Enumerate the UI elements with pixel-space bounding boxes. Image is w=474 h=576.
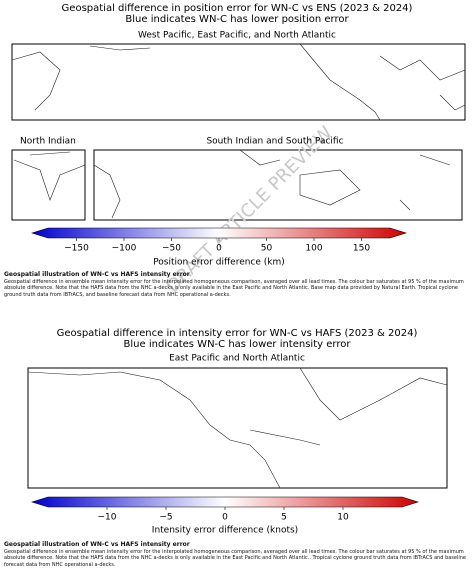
tick-label: 0 <box>222 513 228 523</box>
coastline <box>13 151 86 201</box>
figure-title: Blue indicates WN-C has lower position e… <box>125 14 349 25</box>
map-frame <box>11 149 86 221</box>
caption-text: Geospatial difference in ensemble mean i… <box>4 549 467 568</box>
panel-title: West Pacific, East Pacific, and North At… <box>138 31 336 41</box>
tick-label: 5 <box>281 513 287 523</box>
figure-title: Geospatial difference in intensity error… <box>57 328 418 339</box>
tick-label: −5 <box>159 513 172 523</box>
tick-label: 50 <box>261 244 273 254</box>
colorbar <box>30 496 420 508</box>
tick-label: −10 <box>98 513 117 523</box>
colorbar-label: Position error difference (km) <box>153 258 285 268</box>
panel-title: East Pacific and North Atlantic <box>169 354 305 364</box>
caption: Geospatial illustration of WN-C vs HAFS … <box>4 541 468 568</box>
tick-label: 150 <box>353 244 370 254</box>
panel-title: North Indian <box>20 137 76 147</box>
caption: Geospatial illustration of WN-C vs HAFS … <box>4 271 468 298</box>
tick-label: −150 <box>64 244 89 254</box>
coastline <box>11 43 466 121</box>
map-frame <box>93 149 463 221</box>
tick-label: 100 <box>305 244 322 254</box>
tick-label: 0 <box>216 244 222 254</box>
tick-label: 10 <box>337 513 349 523</box>
panel-title: South Indian and South Pacific <box>206 137 343 147</box>
caption-title: Geospatial illustration of WN-C vs HAFS … <box>4 271 190 278</box>
map-frame <box>11 43 466 121</box>
caption-text: Geospatial difference in ensemble mean i… <box>4 279 464 298</box>
coastline <box>27 367 448 489</box>
colorbar-label: Intensity error difference (knots) <box>152 526 298 536</box>
figure-title: Blue indicates WN-C has lower intensity … <box>124 339 352 350</box>
tick-label: −100 <box>112 244 137 254</box>
map-frame <box>27 367 448 489</box>
coastline <box>93 149 451 219</box>
colorbar <box>30 227 408 239</box>
figure-title: Geospatial difference in position error … <box>62 3 413 14</box>
tick-label: −50 <box>162 244 181 254</box>
caption-title: Geospatial illustration of WN-C vs HAFS … <box>4 541 190 548</box>
